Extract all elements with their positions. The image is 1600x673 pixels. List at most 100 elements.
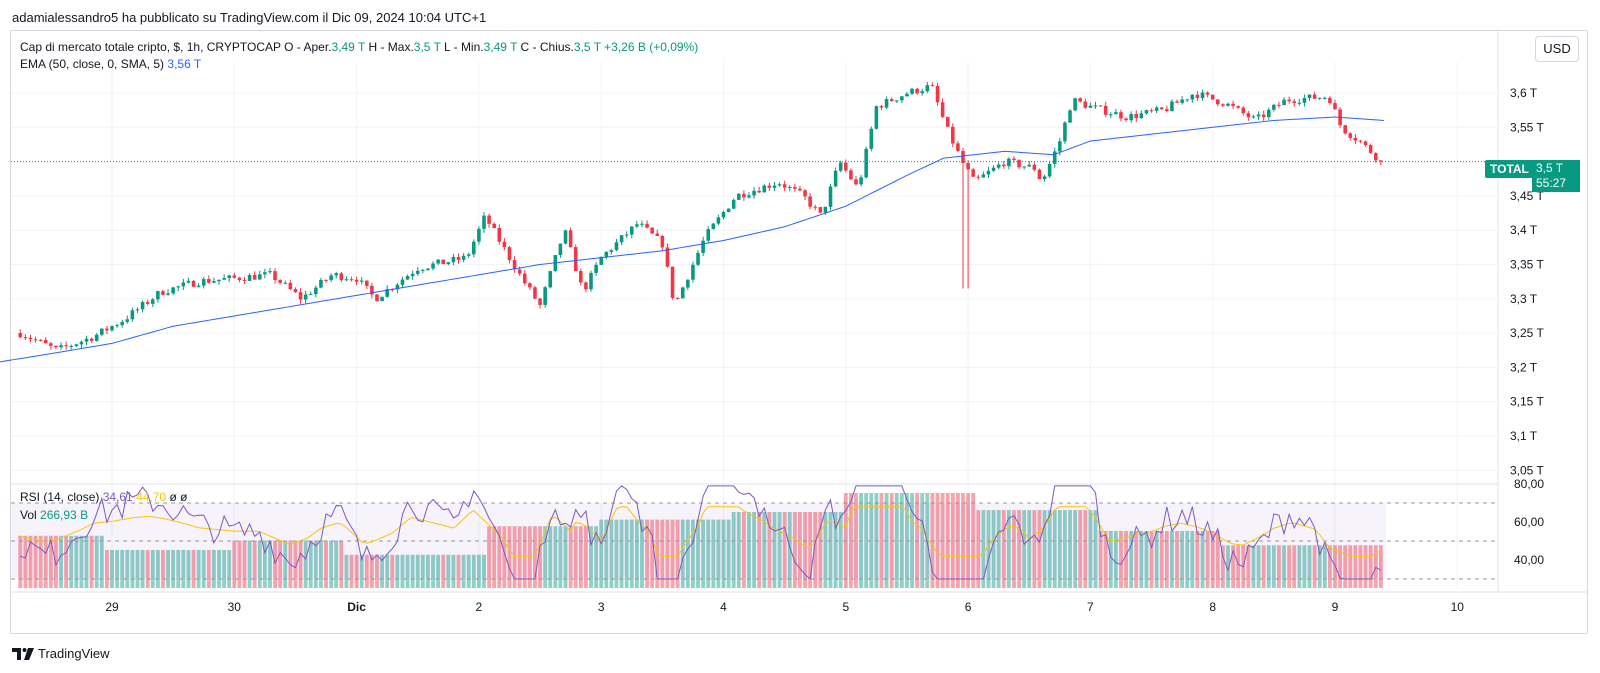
candle [466, 252, 471, 258]
candle-body [808, 196, 812, 207]
candle [910, 87, 914, 96]
ema-legend[interactable]: EMA (50, close, 0, SMA, 5) 3,56 T [20, 57, 201, 71]
candle [976, 174, 981, 181]
currency-button[interactable]: USD [1535, 36, 1579, 62]
candle [1379, 160, 1383, 166]
candle [1287, 96, 1291, 104]
volume-bar [517, 526, 522, 588]
volume-bar [1200, 531, 1205, 588]
candle-body [935, 85, 940, 103]
candle-body [212, 281, 216, 283]
volume-bar [171, 550, 176, 588]
volume-bar [252, 540, 257, 588]
volume-bar [1373, 545, 1378, 588]
volume-bar [752, 512, 757, 588]
candle [451, 253, 456, 266]
tradingview-logo[interactable]: TradingView [12, 646, 110, 661]
candle [1144, 109, 1149, 115]
volume-bar [1073, 510, 1078, 588]
candle [84, 335, 89, 346]
candle [1368, 143, 1373, 154]
volume-bar [1022, 510, 1027, 588]
candle-body [543, 287, 547, 305]
volume-legend[interactable]: Vol 266,93 B [20, 508, 88, 522]
candle [522, 270, 527, 286]
volume-bar [492, 526, 497, 588]
volume-bar [283, 540, 288, 588]
candle [166, 289, 170, 296]
candle [849, 168, 853, 181]
candle [894, 100, 899, 104]
volume-bar [894, 493, 899, 588]
volume-bar [1205, 531, 1210, 588]
candle [991, 165, 996, 172]
ema-label: EMA (50, close, 0, SMA, 5) [20, 57, 165, 71]
candle-body [793, 187, 797, 189]
time-tick-label: 4 [720, 600, 727, 614]
volume-bar [1317, 545, 1322, 588]
candle [1195, 90, 1200, 101]
candle-body [497, 228, 502, 242]
candle [1185, 99, 1190, 103]
candle-body [752, 190, 756, 196]
volume-bar [762, 512, 767, 588]
candle-body [905, 93, 909, 97]
candle-body [201, 279, 206, 286]
candle [54, 345, 58, 350]
candle-body [1343, 125, 1347, 134]
candle [1277, 101, 1281, 109]
candle [1124, 117, 1128, 122]
candle-body [828, 186, 833, 207]
candle-body [1190, 94, 1195, 100]
candle-body [1007, 158, 1011, 167]
candle [1226, 102, 1230, 107]
volume-bar [1088, 510, 1093, 588]
candle-body [1363, 141, 1368, 146]
time-tick-label: 9 [1332, 600, 1339, 614]
candle [568, 227, 573, 248]
candle-body [507, 247, 512, 261]
time-tick-label: 29 [105, 600, 119, 614]
chart-frame[interactable] [10, 30, 1588, 634]
time-tick-label: 8 [1209, 600, 1216, 614]
volume-bar [84, 535, 89, 588]
candle-body [421, 269, 425, 271]
candle-body [191, 280, 196, 287]
candle-body [1119, 112, 1123, 119]
candle [227, 274, 231, 283]
candle-body [217, 279, 221, 282]
candle-body [538, 298, 542, 305]
candle [69, 344, 74, 350]
candle-body [813, 206, 818, 208]
volume-bar [38, 535, 43, 588]
candle-body [482, 215, 486, 229]
candle [156, 290, 160, 303]
volume-bar [145, 550, 150, 588]
candle-body [1333, 103, 1337, 110]
volume-bar [1124, 531, 1129, 588]
volume-bar [33, 535, 38, 588]
volume-bar [349, 554, 354, 588]
candle-body [1200, 92, 1205, 98]
volume-bar [726, 519, 731, 588]
price-tick-label: 3,1 T [1510, 429, 1538, 443]
candle [222, 274, 226, 280]
candle [726, 208, 731, 213]
candle-body [533, 287, 537, 299]
candle-body [1241, 107, 1246, 114]
candle [757, 186, 761, 194]
candle [777, 182, 782, 187]
volume-bar [1154, 531, 1159, 588]
candle [787, 184, 792, 192]
volume-bar [206, 550, 211, 588]
candle-body [33, 339, 38, 341]
candle-body [1231, 103, 1235, 107]
volume-bar [359, 554, 364, 588]
candle [33, 336, 38, 343]
rsi-legend[interactable]: RSI (14, close) 34,61 44,70 ø ø [20, 490, 187, 504]
candle-body [686, 279, 690, 288]
candle [477, 226, 481, 245]
candle-body [334, 273, 339, 276]
candle [115, 323, 119, 328]
